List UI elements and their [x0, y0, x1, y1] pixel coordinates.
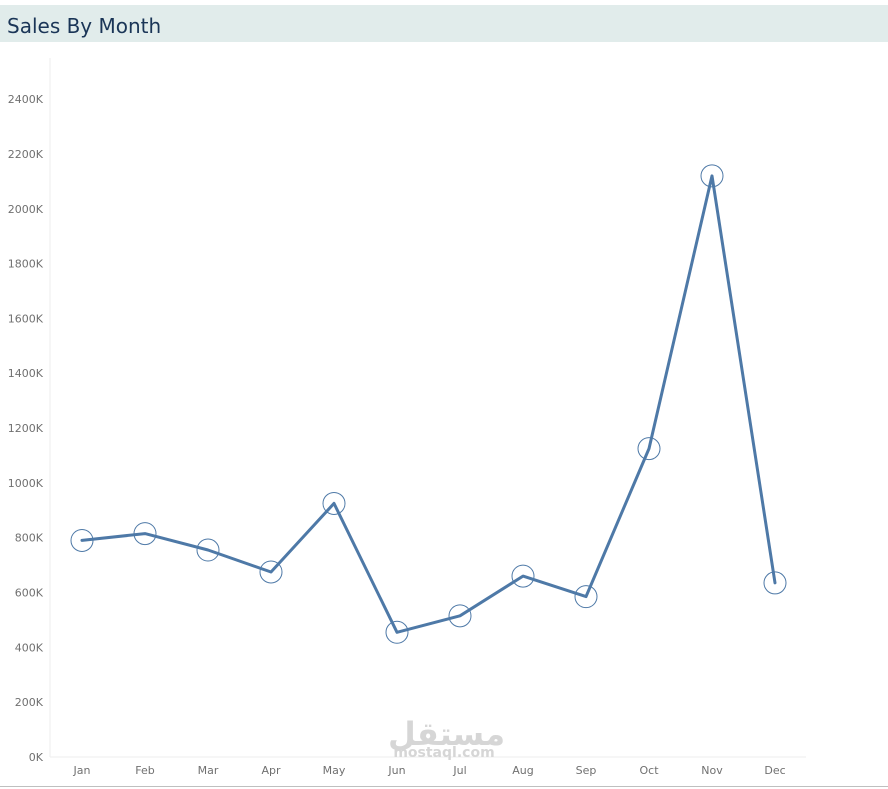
- x-tick-label: Feb: [135, 764, 154, 777]
- data-point-marker: [133, 522, 157, 546]
- watermark-logo: مستقل: [388, 715, 506, 753]
- series-line: [80, 174, 777, 634]
- data-point-marker: [574, 585, 598, 609]
- data-point-marker: [322, 491, 346, 515]
- x-tick-label: Mar: [198, 764, 219, 777]
- data-point-marker: [259, 560, 283, 584]
- bottom-divider: [0, 786, 888, 787]
- data-point-marker: [763, 571, 787, 595]
- x-tick-labels: Jan Feb Mar Apr May Jun Jul Aug Sep Oct Nov Dec: [73, 764, 786, 777]
- title-bar: Sales By Month: [0, 5, 888, 42]
- y-tick-label: 2000K: [8, 203, 44, 216]
- y-tick-label: 1600K: [8, 312, 44, 325]
- x-tick-label: Jul: [452, 764, 466, 777]
- x-tick-label: Oct: [639, 764, 659, 777]
- series-layer: [80, 174, 777, 634]
- y-tick-label: 400K: [15, 641, 44, 654]
- y-tick-label: 800K: [15, 532, 44, 545]
- x-tick-label: May: [323, 764, 346, 777]
- x-tick-label: Jun: [387, 764, 405, 777]
- chart-title: Sales By Month: [7, 14, 162, 38]
- x-tick-label: Sep: [576, 764, 597, 777]
- data-point-marker: [637, 437, 661, 461]
- axes-layer: [49, 58, 806, 758]
- y-tick-labels: 0K 200K 400K 600K 800K 1000K 1200K 1400K 1600K 18…: [8, 93, 44, 764]
- x-tick-label: Nov: [701, 764, 723, 777]
- data-point-marker: [511, 564, 535, 588]
- y-tick-label: 1800K: [8, 258, 44, 271]
- data-point-marker: [700, 164, 724, 188]
- y-tick-label: 600K: [15, 587, 44, 600]
- y-tick-label: 200K: [15, 696, 44, 709]
- y-tick-label: 0K: [29, 751, 44, 764]
- data-point-marker: [448, 604, 472, 628]
- data-point-marker: [385, 620, 409, 644]
- watermark: مستقل mostaql.com: [388, 715, 506, 761]
- x-tick-label: Aug: [512, 764, 533, 777]
- y-tick-label: 2400K: [8, 93, 44, 106]
- marker-layer: [70, 164, 787, 644]
- y-tick-label: 2200K: [8, 148, 44, 161]
- data-point-marker: [70, 528, 94, 552]
- data-point-marker: [196, 538, 220, 562]
- y-tick-label: 1000K: [8, 477, 44, 490]
- x-tick-label: Dec: [764, 764, 785, 777]
- watermark-url: mostaql.com: [393, 745, 495, 761]
- y-tick-label: 1400K: [8, 367, 44, 380]
- x-tick-label: Apr: [261, 764, 281, 777]
- y-tick-label: 1200K: [8, 422, 44, 435]
- x-tick-label: Jan: [73, 764, 91, 777]
